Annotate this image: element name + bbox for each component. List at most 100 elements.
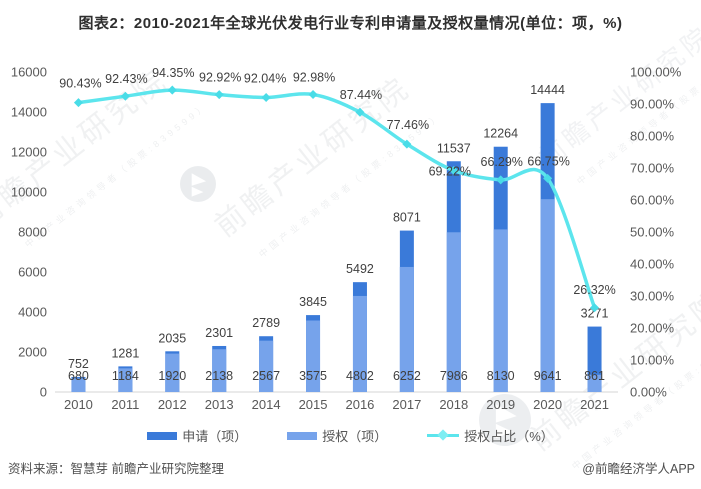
legend-swatch-grant-ratio-icon [427,429,460,441]
grant-ratio-value-label: 92.43% [105,72,147,86]
bar-application-value-label: 5492 [346,262,374,276]
y-axis-left-label: 16000 [11,65,47,80]
grant-ratio-value-label: 66.29% [481,155,523,169]
line-marker-icon [167,85,177,95]
bar-grant-value-label: 9641 [534,369,562,383]
y-axis-left-label: 4000 [18,305,47,320]
x-axis-label: 2020 [533,397,562,412]
y-axis-left-label: 12000 [11,145,47,160]
line-marker-icon [261,92,271,102]
grant-ratio-value-label: 66.75% [527,154,569,168]
x-axis-label: 2019 [486,397,515,412]
bar-grant-value-label: 2138 [205,369,233,383]
bar-application-value-label: 2301 [205,326,233,340]
bar-application-value-label: 3845 [299,295,327,309]
grant-ratio-value-label: 92.04% [244,71,286,85]
legend-item-grant: 授权（项） [287,426,387,445]
line-marker-icon [120,91,130,101]
y-axis-right-label: 90.00% [630,97,675,112]
legend-label-grant: 授权（项） [322,429,388,444]
x-axis-label: 2013 [205,397,234,412]
bar-grant-value-label: 6252 [393,369,421,383]
bar-grant-value-label: 861 [584,369,605,383]
x-axis-label: 2012 [158,397,187,412]
bar-grant [446,232,461,392]
y-axis-left-label: 8000 [18,225,47,240]
bar-application-value-label: 1281 [111,346,139,360]
bar-grant [540,199,555,392]
chart-legend: 申请（项） 授权（项） 授权占比（%） [0,426,701,445]
line-marker-icon [308,89,318,99]
x-axis-label: 2017 [392,397,421,412]
grant-ratio-value-label: 92.98% [293,70,335,84]
bar-grant-value-label: 3575 [299,369,327,383]
bar-application-value-label: 14444 [530,83,565,97]
bar-grant-value-label: 2567 [252,369,280,383]
line-marker-icon [214,90,224,100]
grant-ratio-value-label: 69.22% [429,164,471,178]
bar-grant [587,374,602,392]
y-axis-left-label: 2000 [18,345,47,360]
y-axis-right-label: 10.00% [630,353,675,368]
x-axis-label: 2016 [345,397,374,412]
bar-grant-value-label: 4802 [346,369,374,383]
credit-note: @前瞻经济学人APP [582,462,695,476]
bar-grant [212,349,227,392]
bar-grant [118,368,133,392]
y-axis-left-label: 0 [40,385,47,400]
y-axis-right-label: 70.00% [630,161,675,176]
x-axis-label: 2011 [111,397,139,412]
legend-label-application: 申请（项） [182,429,248,444]
bar-grant-value-label: 1184 [112,369,139,383]
bar-application-value-label: 2789 [252,316,280,330]
bar-application-value-label: 2035 [158,331,186,345]
bar-application-value-label: 8071 [393,211,421,225]
bar-grant [259,340,274,392]
watermark-logo-icon [479,394,531,446]
bar-grant [165,353,180,392]
bar-grant-value-label: 7986 [440,369,468,383]
bar-application-value-label: 11537 [437,141,471,155]
grant-ratio-value-label: 90.43% [59,77,101,91]
x-axis-label: 2015 [299,397,328,412]
grant-ratio-value-label: 92.92% [199,71,241,85]
legend-swatch-application-icon [147,431,178,440]
y-axis-left-label: 6000 [18,265,47,280]
bar-grant [71,378,86,392]
y-axis-left-label: 14000 [11,105,47,120]
legend-item-grant-ratio: 授权占比（%） [427,426,554,445]
grant-ratio-value-label: 77.46% [387,118,429,132]
bar-grant [399,266,414,392]
y-axis-right-label: 50.00% [630,225,675,240]
y-axis-right-label: 40.00% [630,257,675,272]
grant-ratio-value-label: 94.35% [152,66,194,80]
line-marker-icon [73,98,83,108]
y-axis-right-label: 0.00% [630,385,667,400]
y-axis-right-label: 80.00% [630,129,675,144]
y-axis-right-label: 100.00% [630,65,682,80]
chart-title: 图表2：2010-2021年全球光伏发电行业专利申请量及授权量情况(单位：项，%… [78,15,623,32]
legend-item-application: 申请（项） [147,426,247,445]
legend-swatch-grant-icon [287,431,318,440]
bar-application-value-label: 752 [68,357,89,371]
x-axis-label: 2018 [439,397,468,412]
grant-ratio-value-label: 87.44% [340,88,382,102]
source-note: 资料来源：智慧芽 前瞻产业研究院整理 [8,462,224,476]
bar-grant [352,295,367,392]
y-axis-right-label: 30.00% [630,289,675,304]
bar-application-value-label: 12264 [483,127,518,141]
bar-grant [493,229,508,392]
bar-application-value-label: 3271 [581,307,609,321]
x-axis-label: 2021 [580,397,609,412]
y-axis-right-label: 60.00% [630,193,675,208]
bar-grant [306,320,321,392]
bar-grant-value-label: 8130 [487,369,515,383]
grant-ratio-value-label: 26.32% [573,283,615,297]
watermark-logo-icon [180,166,216,202]
bar-grant-value-label: 1920 [158,369,186,383]
y-axis-left-label: 10000 [11,185,47,200]
legend-label-grant-ratio: 授权占比（%） [464,429,554,444]
y-axis-right-label: 20.00% [630,321,675,336]
